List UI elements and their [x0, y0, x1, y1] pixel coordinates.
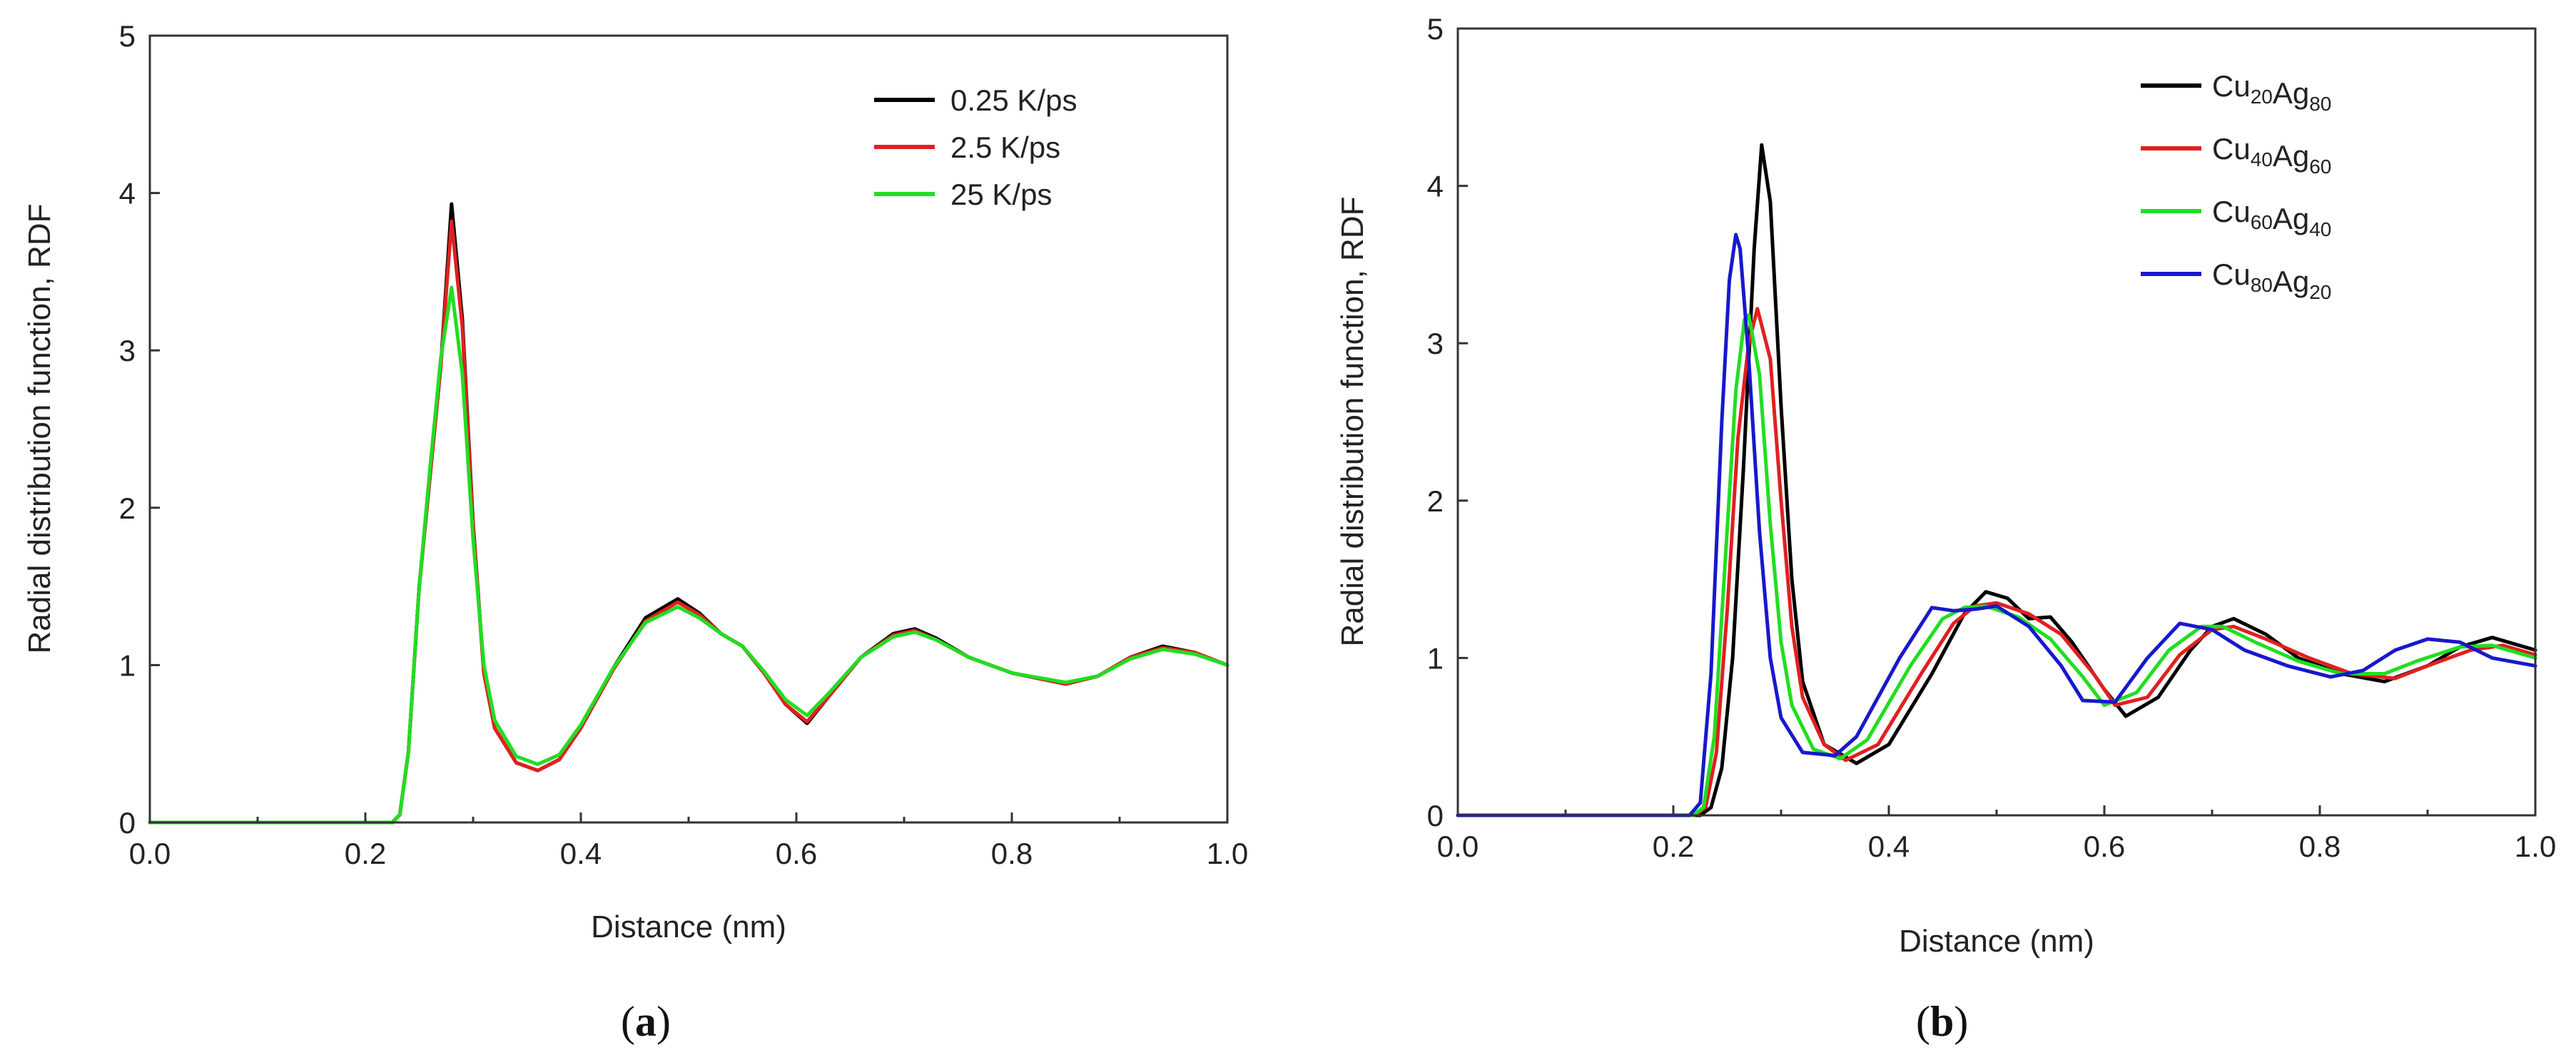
x-tick-label-b-3: 0.6: [2084, 830, 2125, 863]
chart-panel-a: 0.0 0.2 0.4 0.6 0.8 1.0 0 1 2 3 4 5 Distance (nm) R…: [22, 19, 1248, 1045]
panel-label-b: (b): [1916, 998, 1968, 1045]
panel-label-a: (a): [621, 998, 671, 1045]
y-tick-label-b-4: 4: [1427, 170, 1444, 203]
y-tick-label-b-2: 2: [1427, 484, 1444, 518]
series-line-a-1: [148, 219, 1229, 825]
series-line-a-0: [148, 202, 1229, 825]
series-line-b-3: [1456, 233, 2537, 817]
ticks-layer-a: 0.0 0.2 0.4 0.6 0.8 1.0 0 1 2 3 4 5: [119, 19, 1249, 870]
y-tick-label-a-1: 1: [119, 648, 136, 682]
legend-label-a-0: 0.25 K/ps: [950, 83, 1077, 117]
legend-b: Cu20Ag80 Cu40Ag60 Cu60Ag40 Cu80Ag20: [2141, 69, 2331, 303]
legend-label-b-1: Cu40Ag60: [2212, 132, 2331, 178]
y-axis-label-a: Radial distribution function, RDF: [22, 204, 57, 654]
series-line-a-2: [148, 285, 1229, 825]
x-tick-label-b-4: 0.8: [2299, 830, 2341, 863]
legend-a: 0.25 K/ps 2.5 K/ps 25 K/ps: [874, 83, 1077, 211]
ticks-layer-b: 0.0 0.2 0.4 0.6 0.8 1.0 0 1 2 3 4 5: [1427, 12, 2557, 863]
y-tick-label-a-5: 5: [119, 19, 136, 53]
x-tick-label-a-3: 0.6: [776, 837, 817, 870]
legend-label-b-3: Cu80Ag20: [2212, 258, 2331, 303]
y-tick-label-b-1: 1: [1427, 641, 1444, 675]
series-line-b-0: [1456, 143, 2537, 817]
series-layer-a: [148, 202, 1229, 825]
x-tick-label-b-5: 1.0: [2515, 830, 2556, 863]
legend-label-b-2: Cu60Ag40: [2212, 195, 2331, 240]
x-tick-label-a-4: 0.8: [991, 837, 1033, 870]
x-tick-label-b-1: 0.2: [1653, 830, 1694, 863]
y-tick-label-a-2: 2: [119, 491, 136, 525]
series-line-b-2: [1456, 313, 2537, 817]
y-tick-label-a-3: 3: [119, 334, 136, 367]
plot-frame-a: [148, 34, 1229, 824]
chart-panel-b: 0.0 0.2 0.4 0.6 0.8 1.0 0 1 2 3 4 5 Distance (nm) R…: [1335, 12, 2556, 1045]
x-tick-label-a-0: 0.0: [129, 837, 171, 870]
legend-label-a-1: 2.5 K/ps: [950, 131, 1060, 164]
x-axis-label-b: Distance (nm): [1899, 924, 2094, 959]
y-axis-label-b: Radial distribution function, RDF: [1335, 197, 1370, 647]
y-tick-label-b-5: 5: [1427, 12, 1444, 46]
plot-frame-b: [1456, 27, 2537, 817]
x-tick-label-b-2: 0.4: [1868, 830, 1910, 863]
x-tick-label-a-2: 0.4: [560, 837, 602, 870]
y-tick-label-a-4: 4: [119, 177, 136, 210]
legend-label-a-2: 25 K/ps: [950, 178, 1052, 211]
y-tick-label-b-3: 3: [1427, 327, 1444, 360]
y-tick-label-a-0: 0: [119, 806, 136, 840]
legend-label-b-0: Cu20Ag80: [2212, 69, 2331, 115]
x-tick-label-b-0: 0.0: [1437, 830, 1479, 863]
x-tick-label-a-5: 1.0: [1207, 837, 1248, 870]
x-tick-label-a-1: 0.2: [345, 837, 386, 870]
x-axis-label-a: Distance (nm): [591, 909, 786, 944]
y-tick-label-b-0: 0: [1427, 799, 1444, 832]
series-line-b-1: [1456, 307, 2537, 817]
series-layer-b: [1456, 143, 2537, 817]
